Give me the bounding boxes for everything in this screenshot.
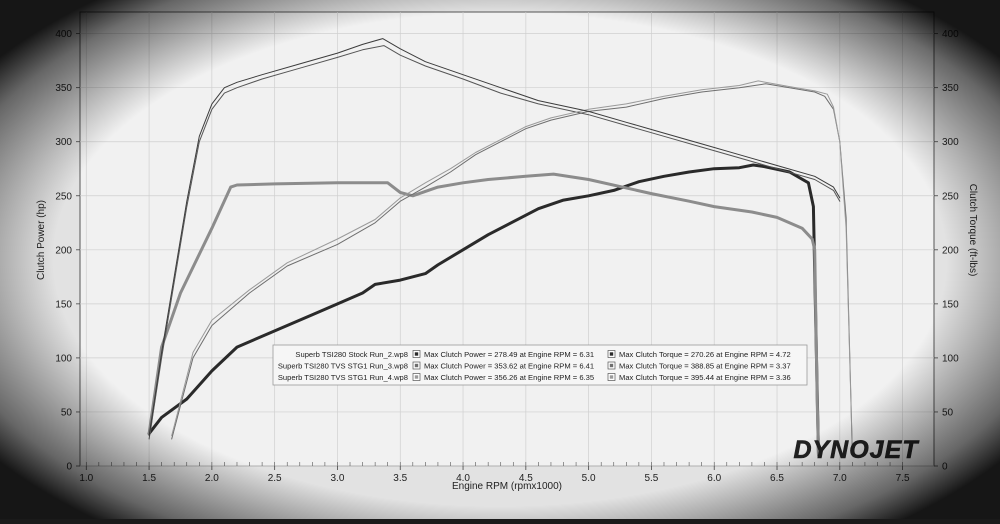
x-tick-label: 2.5 (268, 473, 282, 484)
y-axis-left-label: Clutch Power (hp) (36, 200, 47, 280)
x-tick-label: 3.0 (331, 473, 345, 484)
y-right-tick-label: 350 (942, 83, 959, 94)
y-left-tick-label: 200 (55, 245, 72, 256)
y-right-tick-label: 250 (942, 191, 959, 202)
logo-text: DYNOJET (793, 436, 920, 464)
x-tick-label: 2.0 (205, 473, 219, 484)
y-right-tick-label: 400 (942, 29, 959, 40)
legend-power-swatch (414, 363, 419, 368)
legend-torque-swatch (609, 363, 614, 368)
x-tick-label: 1.5 (142, 473, 156, 484)
y-left-tick-label: 0 (66, 462, 72, 473)
x-tick-label: 6.0 (707, 473, 721, 484)
y-right-tick-label: 300 (942, 137, 959, 148)
y-left-tick-label: 250 (55, 191, 72, 202)
x-tick-label: 3.5 (393, 473, 407, 484)
x-tick-label: 7.5 (896, 473, 910, 484)
legend-max-torque: Max Clutch Torque = 395.44 at Engine RPM… (619, 373, 791, 382)
x-tick-label: 6.5 (770, 473, 784, 484)
dynojet-logo: DYNOJET (793, 436, 920, 465)
x-tick-label: 5.0 (582, 473, 596, 484)
x-tick-label: 5.5 (644, 473, 658, 484)
legend-max-power: Max Clutch Power = 278.49 at Engine RPM … (424, 350, 594, 359)
legend-max-torque: Max Clutch Torque = 388.85 at Engine RPM… (619, 362, 791, 371)
y-right-tick-label: 0 (942, 462, 948, 473)
x-axis-label: Engine RPM (rpmx1000) (452, 481, 562, 492)
y-left-tick-label: 400 (55, 29, 72, 40)
legend-power-swatch (414, 375, 419, 379)
legend-max-torque: Max Clutch Torque = 270.26 at Engine RPM… (619, 350, 791, 359)
legend-max-power: Max Clutch Power = 356.26 at Engine RPM … (424, 373, 594, 382)
y-right-tick-label: 150 (942, 299, 959, 310)
legend-run-name: Superb TSI280 TVS STG1 Run_3.wp8 (278, 362, 408, 371)
legend-run-name: Superb TSI280 Stock Run_2.wp8 (295, 350, 408, 359)
x-tick-label: 7.0 (833, 473, 847, 484)
y-left-tick-label: 350 (55, 83, 72, 94)
legend-run-name: Superb TSI280 TVS STG1 Run_4.wp8 (278, 373, 408, 382)
y-left-tick-label: 50 (61, 407, 73, 418)
legend: Superb TSI280 Stock Run_2.wp8 Max Clutch … (272, 344, 808, 386)
legend-torque-swatch (609, 375, 614, 379)
y-left-tick-label: 300 (55, 137, 72, 148)
y-right-tick-label: 100 (942, 353, 959, 364)
y-axis-right-label: Clutch Torque (ft-lbs) (967, 184, 978, 277)
y-left-tick-label: 150 (55, 299, 72, 310)
legend-max-power: Max Clutch Power = 353.62 at Engine RPM … (424, 362, 594, 371)
x-tick-label: 1.0 (79, 473, 93, 484)
legend-rows: Superb TSI280 Stock Run_2.wp8 Max Clutch … (278, 350, 791, 382)
y-left-tick-label: 100 (55, 353, 72, 364)
y-right-tick-label: 200 (942, 245, 959, 256)
y-right-tick-label: 50 (942, 407, 954, 418)
legend-torque-swatch (609, 352, 614, 356)
legend-power-swatch (414, 352, 419, 356)
